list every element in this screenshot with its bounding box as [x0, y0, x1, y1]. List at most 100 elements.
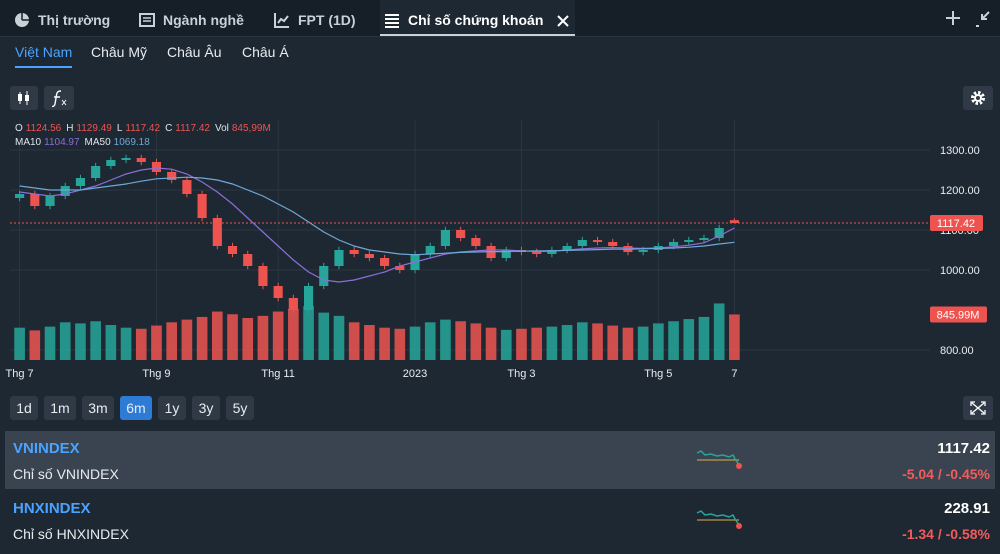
- window-icons[interactable]: [945, 10, 995, 28]
- ma-legend: MA10 1104.97 MA50 1069.18: [15, 136, 276, 150]
- legend-key: O: [15, 123, 23, 134]
- volume-bar: [440, 319, 451, 360]
- watch-row[interactable]: HNXINDEX Chỉ số HNXINDEX 228.91 -1.34 / -0.…: [5, 491, 995, 549]
- x-tick-label: Thg 11: [261, 368, 294, 380]
- volume-bar: [394, 328, 406, 360]
- volume-bar: [14, 327, 25, 360]
- candle-body: [182, 180, 192, 194]
- close-tab[interactable]: [557, 15, 569, 27]
- legend-key: C: [165, 123, 173, 134]
- period-button[interactable]: 6m: [120, 396, 152, 420]
- candle-body: [227, 246, 238, 254]
- volume-bar: [698, 316, 710, 360]
- candle-body: [273, 286, 283, 298]
- tab[interactable]: FPT (1D): [270, 0, 370, 36]
- watch-row[interactable]: VNINDEX Chỉ số VNINDEX 1117.42 -5.04 / -0.4…: [5, 431, 995, 489]
- x-tick-label: Thg 5: [644, 368, 672, 380]
- candle-body: [638, 250, 648, 252]
- candle-body: [60, 186, 70, 196]
- volume-bar: [333, 315, 345, 360]
- candle-body: [577, 240, 587, 246]
- candle-body: [15, 194, 25, 198]
- candle-body: [75, 178, 85, 186]
- candle-body: [532, 252, 542, 254]
- last-price-label: 1117.42: [937, 218, 975, 230]
- tab[interactable]: Thị trường: [10, 0, 125, 36]
- volume-bar: [257, 315, 269, 360]
- volume-bar: [531, 327, 543, 360]
- candle-body: [151, 162, 162, 172]
- settings-button[interactable]: [963, 86, 993, 110]
- symbol: VNINDEX: [13, 440, 80, 457]
- volume-bar: [668, 321, 679, 360]
- volume-bar: [729, 314, 740, 360]
- region-tab[interactable]: Châu Mỹ: [91, 44, 148, 60]
- volume-bar: [364, 325, 375, 360]
- period-button[interactable]: 3m: [82, 396, 114, 420]
- candle-body: [547, 250, 557, 254]
- region-tab[interactable]: Châu Á: [242, 44, 289, 60]
- change: -5.04 / -0.45%: [902, 466, 990, 482]
- volume-bar: [637, 326, 649, 360]
- region-tab[interactable]: Việt Nam: [15, 44, 73, 68]
- legend-value: 1104.97: [44, 137, 80, 148]
- y-tick-label: 1000.00: [940, 265, 980, 277]
- volume-bar: [379, 327, 390, 360]
- tab[interactable]: Ngành nghề: [135, 0, 260, 36]
- volume-bar: [592, 323, 603, 360]
- last-price-tag: [930, 215, 983, 232]
- volume-bar: [227, 314, 238, 360]
- region-tab[interactable]: Châu Âu: [167, 44, 222, 60]
- period-button[interactable]: 3y: [192, 396, 220, 420]
- volume-bar: [303, 306, 314, 360]
- volume-bar: [653, 323, 664, 360]
- volume-bar: [561, 325, 573, 360]
- volume-bar: [409, 326, 421, 360]
- period-button[interactable]: 5y: [226, 396, 254, 420]
- candle-body: [699, 238, 709, 240]
- x-tick-label: 7: [731, 368, 737, 380]
- y-tick-label: 1300.00: [940, 145, 980, 157]
- candle-body: [212, 218, 222, 246]
- volume-bar: [105, 325, 117, 360]
- volume-bar: [120, 327, 132, 360]
- period-button[interactable]: 1m: [44, 396, 76, 420]
- candle-body: [45, 196, 55, 206]
- candle-body: [91, 166, 101, 178]
- volume-bar: [546, 326, 558, 360]
- volume-bar: [470, 323, 482, 360]
- price: 1117.42: [937, 440, 990, 457]
- legend-value: 1117.42: [125, 123, 161, 134]
- candle-body: [258, 266, 268, 286]
- last-volume-label: 845.99M: [937, 309, 980, 321]
- indicator-button[interactable]: [44, 86, 74, 110]
- candle-body: [608, 242, 618, 246]
- candle-body: [729, 220, 739, 224]
- candle-body: [684, 240, 694, 242]
- volume-bar: [455, 321, 466, 360]
- tab-icon: [139, 13, 155, 27]
- tab[interactable]: Chỉ số chứng khoán: [380, 0, 575, 36]
- fullscreen-button[interactable]: [963, 396, 993, 420]
- change: -1.34 / -0.58%: [902, 526, 990, 542]
- legend-value: 1129.49: [76, 123, 112, 134]
- candle-body: [121, 158, 131, 160]
- legend-key: H: [66, 123, 74, 134]
- volume-bar: [59, 322, 71, 360]
- volume-bar: [713, 303, 725, 360]
- candle-body: [304, 286, 314, 310]
- index-name: Chỉ số VNINDEX: [13, 466, 119, 482]
- volume-bar: [622, 327, 634, 360]
- tab-label: FPT (1D): [298, 12, 356, 28]
- period-button[interactable]: 1y: [158, 396, 186, 420]
- legend-key: MA50: [84, 137, 111, 148]
- candle-body: [167, 172, 177, 180]
- volume-bar: [424, 322, 436, 360]
- ma-line: [19, 167, 735, 283]
- legend-value: 1124.56: [25, 123, 62, 134]
- period-button[interactable]: 1d: [10, 396, 38, 420]
- ma-line: [19, 176, 735, 256]
- legend-key: Vol: [214, 123, 229, 134]
- candle-type-button[interactable]: [10, 86, 38, 110]
